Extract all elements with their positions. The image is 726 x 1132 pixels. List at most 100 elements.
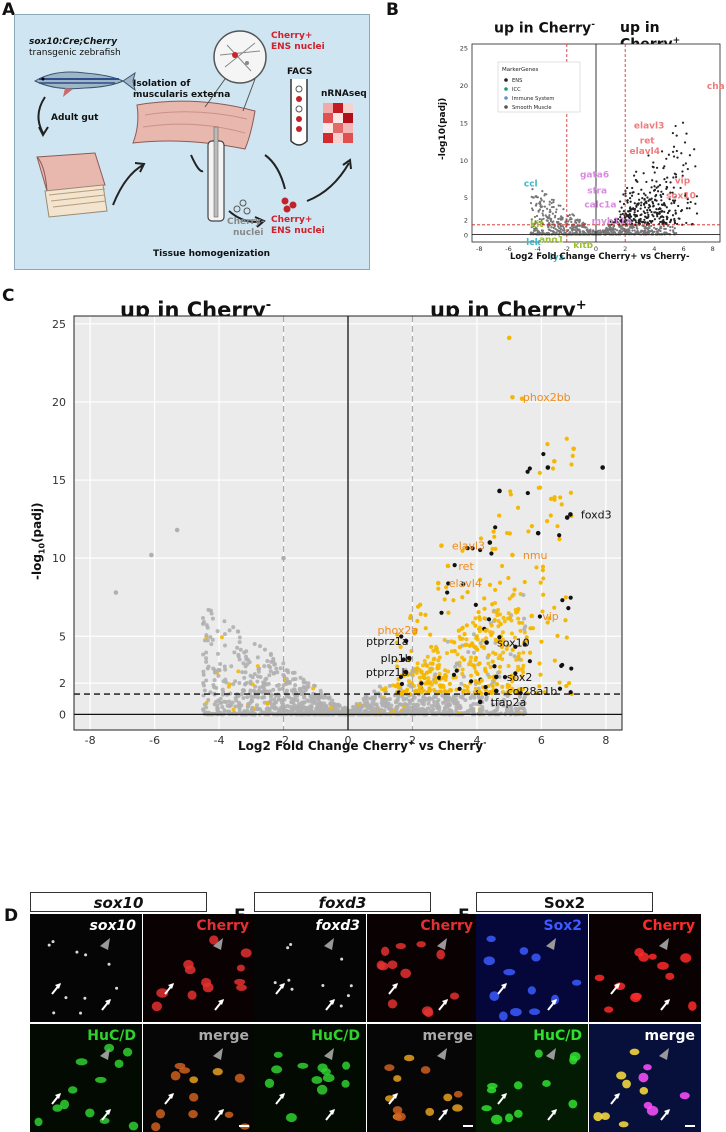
c-gene-label: plp1b (381, 652, 412, 665)
c-point (512, 654, 517, 659)
b-point (543, 205, 546, 208)
b-point-up (685, 221, 688, 225)
c-point (484, 697, 489, 702)
micro-cell (489, 991, 500, 1001)
micro-channel-label: HuC/D (311, 1028, 360, 1044)
c-point-up (513, 671, 518, 676)
c-point (208, 635, 213, 640)
b-point-up (652, 166, 655, 169)
c-point (351, 707, 356, 712)
b-legend-swatch (504, 96, 508, 100)
micro-cell (75, 950, 79, 954)
c-point (372, 696, 377, 701)
facs-label: FACS (287, 67, 313, 77)
micro-cell (68, 1086, 78, 1094)
c-point (489, 623, 494, 628)
micro-cell (47, 943, 51, 947)
c-point (490, 703, 495, 708)
c-point (204, 623, 209, 628)
c-point (509, 709, 514, 714)
b-point-up (622, 193, 625, 196)
c-point-up (424, 670, 429, 675)
c-point-up (457, 645, 462, 650)
b-point-up (621, 221, 624, 225)
b-point (673, 221, 677, 225)
c-point-up (451, 598, 456, 603)
b-point (652, 215, 655, 218)
b-point (674, 232, 678, 235)
c-point (285, 704, 290, 709)
micro-d-br-tile: merge (143, 1024, 255, 1132)
b-xtick-label: 4 (652, 245, 656, 253)
micro-channel-label: Sox2 (543, 918, 582, 934)
cherry-plus-label-2: ENS nuclei (271, 226, 325, 236)
c-point-up (444, 585, 449, 590)
c-point (223, 643, 228, 648)
micro-channel-label: foxd3 (315, 918, 360, 934)
c-point (422, 659, 427, 664)
c-point (298, 708, 303, 713)
c-point (220, 704, 225, 709)
b-gene-label: kit (530, 220, 544, 230)
c-point (275, 683, 280, 688)
c-point-up (527, 650, 533, 655)
c-point (500, 630, 505, 635)
c-point (422, 698, 427, 703)
b-point-up (663, 178, 666, 181)
b-point-up (652, 189, 656, 192)
b-point-up (682, 164, 685, 167)
c-point (474, 680, 479, 685)
c-point (248, 679, 253, 684)
c-point (432, 687, 437, 692)
d-header: sox10 (30, 892, 207, 912)
c-point-up (410, 673, 415, 678)
c-point (445, 651, 450, 656)
micro-cell (452, 1104, 463, 1112)
b-point-up (674, 124, 677, 128)
c-point (506, 663, 511, 668)
c-point (420, 701, 425, 706)
c-point-up (462, 632, 467, 637)
b-point-up (620, 206, 623, 209)
c-point-up (418, 684, 423, 689)
b-point (629, 225, 632, 228)
c-point-up (478, 547, 483, 553)
schematic-graphics (33, 30, 353, 228)
e-header: foxd3 (254, 892, 431, 912)
micro-cell (400, 968, 412, 979)
b-point (571, 213, 574, 216)
c-point (319, 691, 324, 696)
b-point (674, 209, 677, 212)
c-point (215, 703, 220, 708)
c-point (247, 660, 252, 665)
b-point-up (655, 193, 658, 197)
c-point (522, 701, 527, 706)
b-point (575, 218, 578, 222)
b-point-up (681, 170, 684, 173)
b-point (633, 229, 636, 232)
b-ytick-label: 2 (464, 217, 468, 225)
c-point-up (470, 546, 475, 551)
micro-cell (381, 946, 390, 956)
b-point (530, 218, 533, 221)
c-point-up (487, 690, 493, 695)
micro-cell (51, 940, 55, 944)
micro-cell (622, 1079, 631, 1089)
c-point-up (438, 689, 443, 694)
c-point (265, 701, 270, 706)
b-point (647, 224, 650, 227)
c-point-up (550, 466, 556, 471)
c-point-up (516, 654, 521, 660)
c-point-up (436, 586, 441, 591)
b-point-up (626, 199, 629, 202)
b-point-up (679, 186, 682, 190)
micro-cell (604, 1006, 614, 1013)
b-point (530, 226, 533, 229)
b-point (551, 221, 554, 224)
c-point (466, 649, 471, 654)
b-point (665, 180, 668, 184)
b-point (552, 205, 555, 209)
c-point-up (566, 606, 571, 611)
c-point-up (478, 577, 483, 582)
b-point-up (672, 145, 676, 148)
